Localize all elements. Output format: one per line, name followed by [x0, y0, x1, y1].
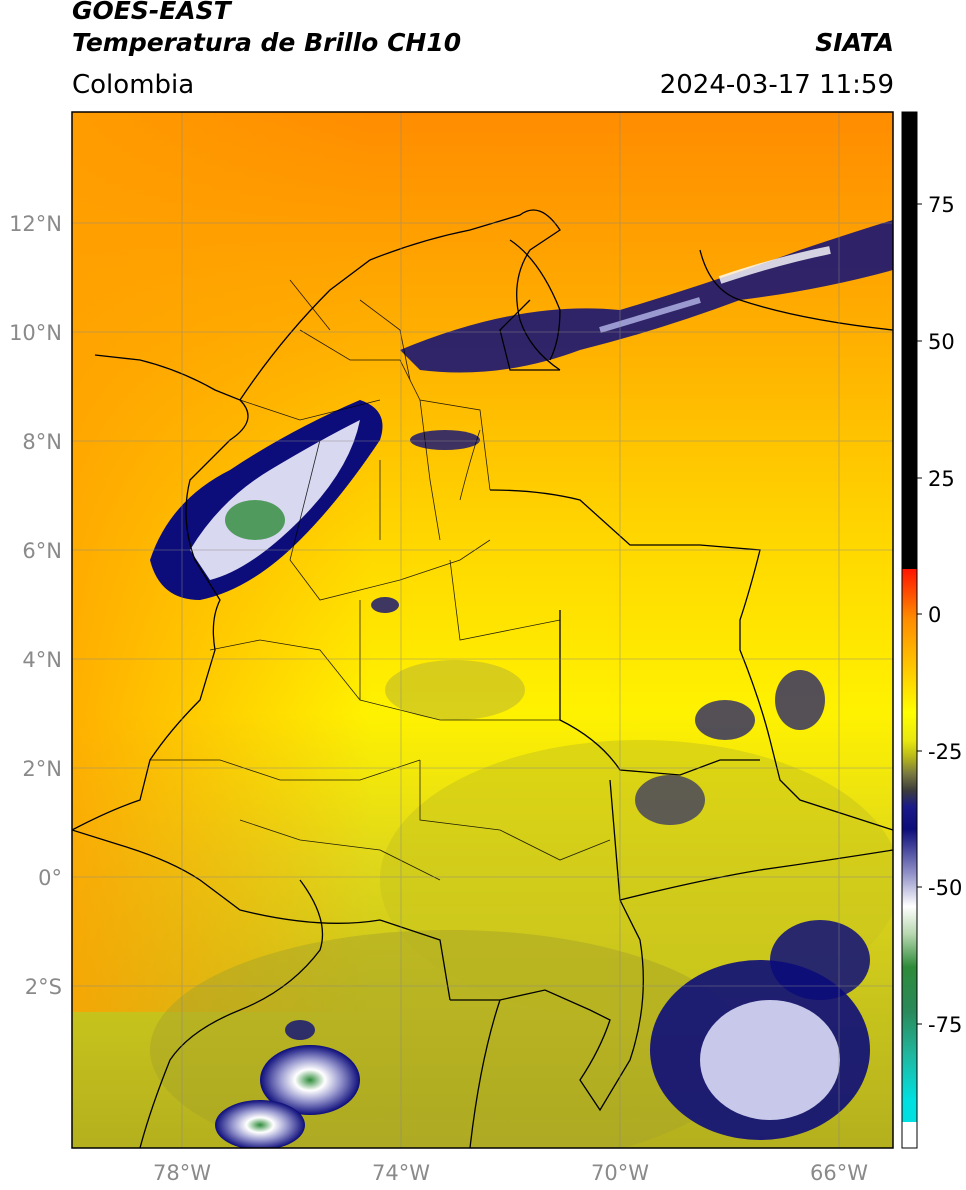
colorbar-label-minus50: -50 — [928, 876, 962, 900]
colorbar-label-50: 50 — [928, 330, 955, 354]
colorbar: 75 50 25 0 -25 -50 -75 — [901, 111, 962, 1149]
lat-label-10n: 10°N — [9, 321, 62, 345]
department-borders — [150, 279, 611, 881]
region-label: Colombia — [72, 70, 195, 100]
cloud-patch — [371, 597, 399, 613]
lat-label-6n: 6°N — [22, 539, 62, 563]
organization-label: SIATA — [815, 28, 894, 57]
cloud-cluster-southwest — [215, 1020, 360, 1148]
lat-label-4n: 4°N — [22, 648, 62, 672]
colorbar-label-minus25: -25 — [928, 740, 962, 764]
brightness-temperature-field — [72, 112, 893, 1148]
latitude-axis: 12°N 10°N 8°N 6°N 4°N 2°N 0° 2°S — [9, 212, 62, 999]
satellite-title: GOES-EAST — [72, 0, 231, 25]
lon-label-70w: 70°W — [591, 1161, 649, 1185]
cloud-band-north — [400, 220, 893, 373]
cloud-patch — [410, 430, 480, 450]
colorbar-label-75: 75 — [928, 193, 955, 217]
country-borders — [72, 209, 893, 1148]
longitude-axis: 78°W 74°W 70°W 66°W — [153, 1161, 868, 1185]
lat-label-2s: 2°S — [25, 975, 62, 999]
colorbar-label-25: 25 — [928, 467, 955, 491]
colorbar-frame — [901, 111, 918, 1149]
graticule — [72, 112, 893, 1148]
colorbar-white-segment — [902, 1122, 917, 1148]
lon-label-78w: 78°W — [153, 1161, 211, 1185]
lat-label-8n: 8°N — [22, 430, 62, 454]
lat-label-2n: 2°N — [22, 757, 62, 781]
timestamp-label: 2024-03-17 11:59 — [659, 70, 894, 100]
colorbar-label-minus75: -75 — [928, 1013, 962, 1037]
colorbar-gradient — [902, 569, 917, 1122]
product-title: Temperatura de Brillo CH10 — [72, 28, 462, 57]
colorbar-label-0: 0 — [928, 603, 941, 627]
cloud-cluster-amazon-east — [635, 670, 870, 1140]
lat-label-0: 0° — [38, 866, 62, 890]
map-frame — [71, 111, 894, 1149]
lat-label-12n: 12°N — [9, 212, 62, 236]
colorbar-black-segment — [902, 112, 917, 569]
lon-label-74w: 74°W — [372, 1161, 430, 1185]
lon-label-66w: 66°W — [810, 1161, 868, 1185]
